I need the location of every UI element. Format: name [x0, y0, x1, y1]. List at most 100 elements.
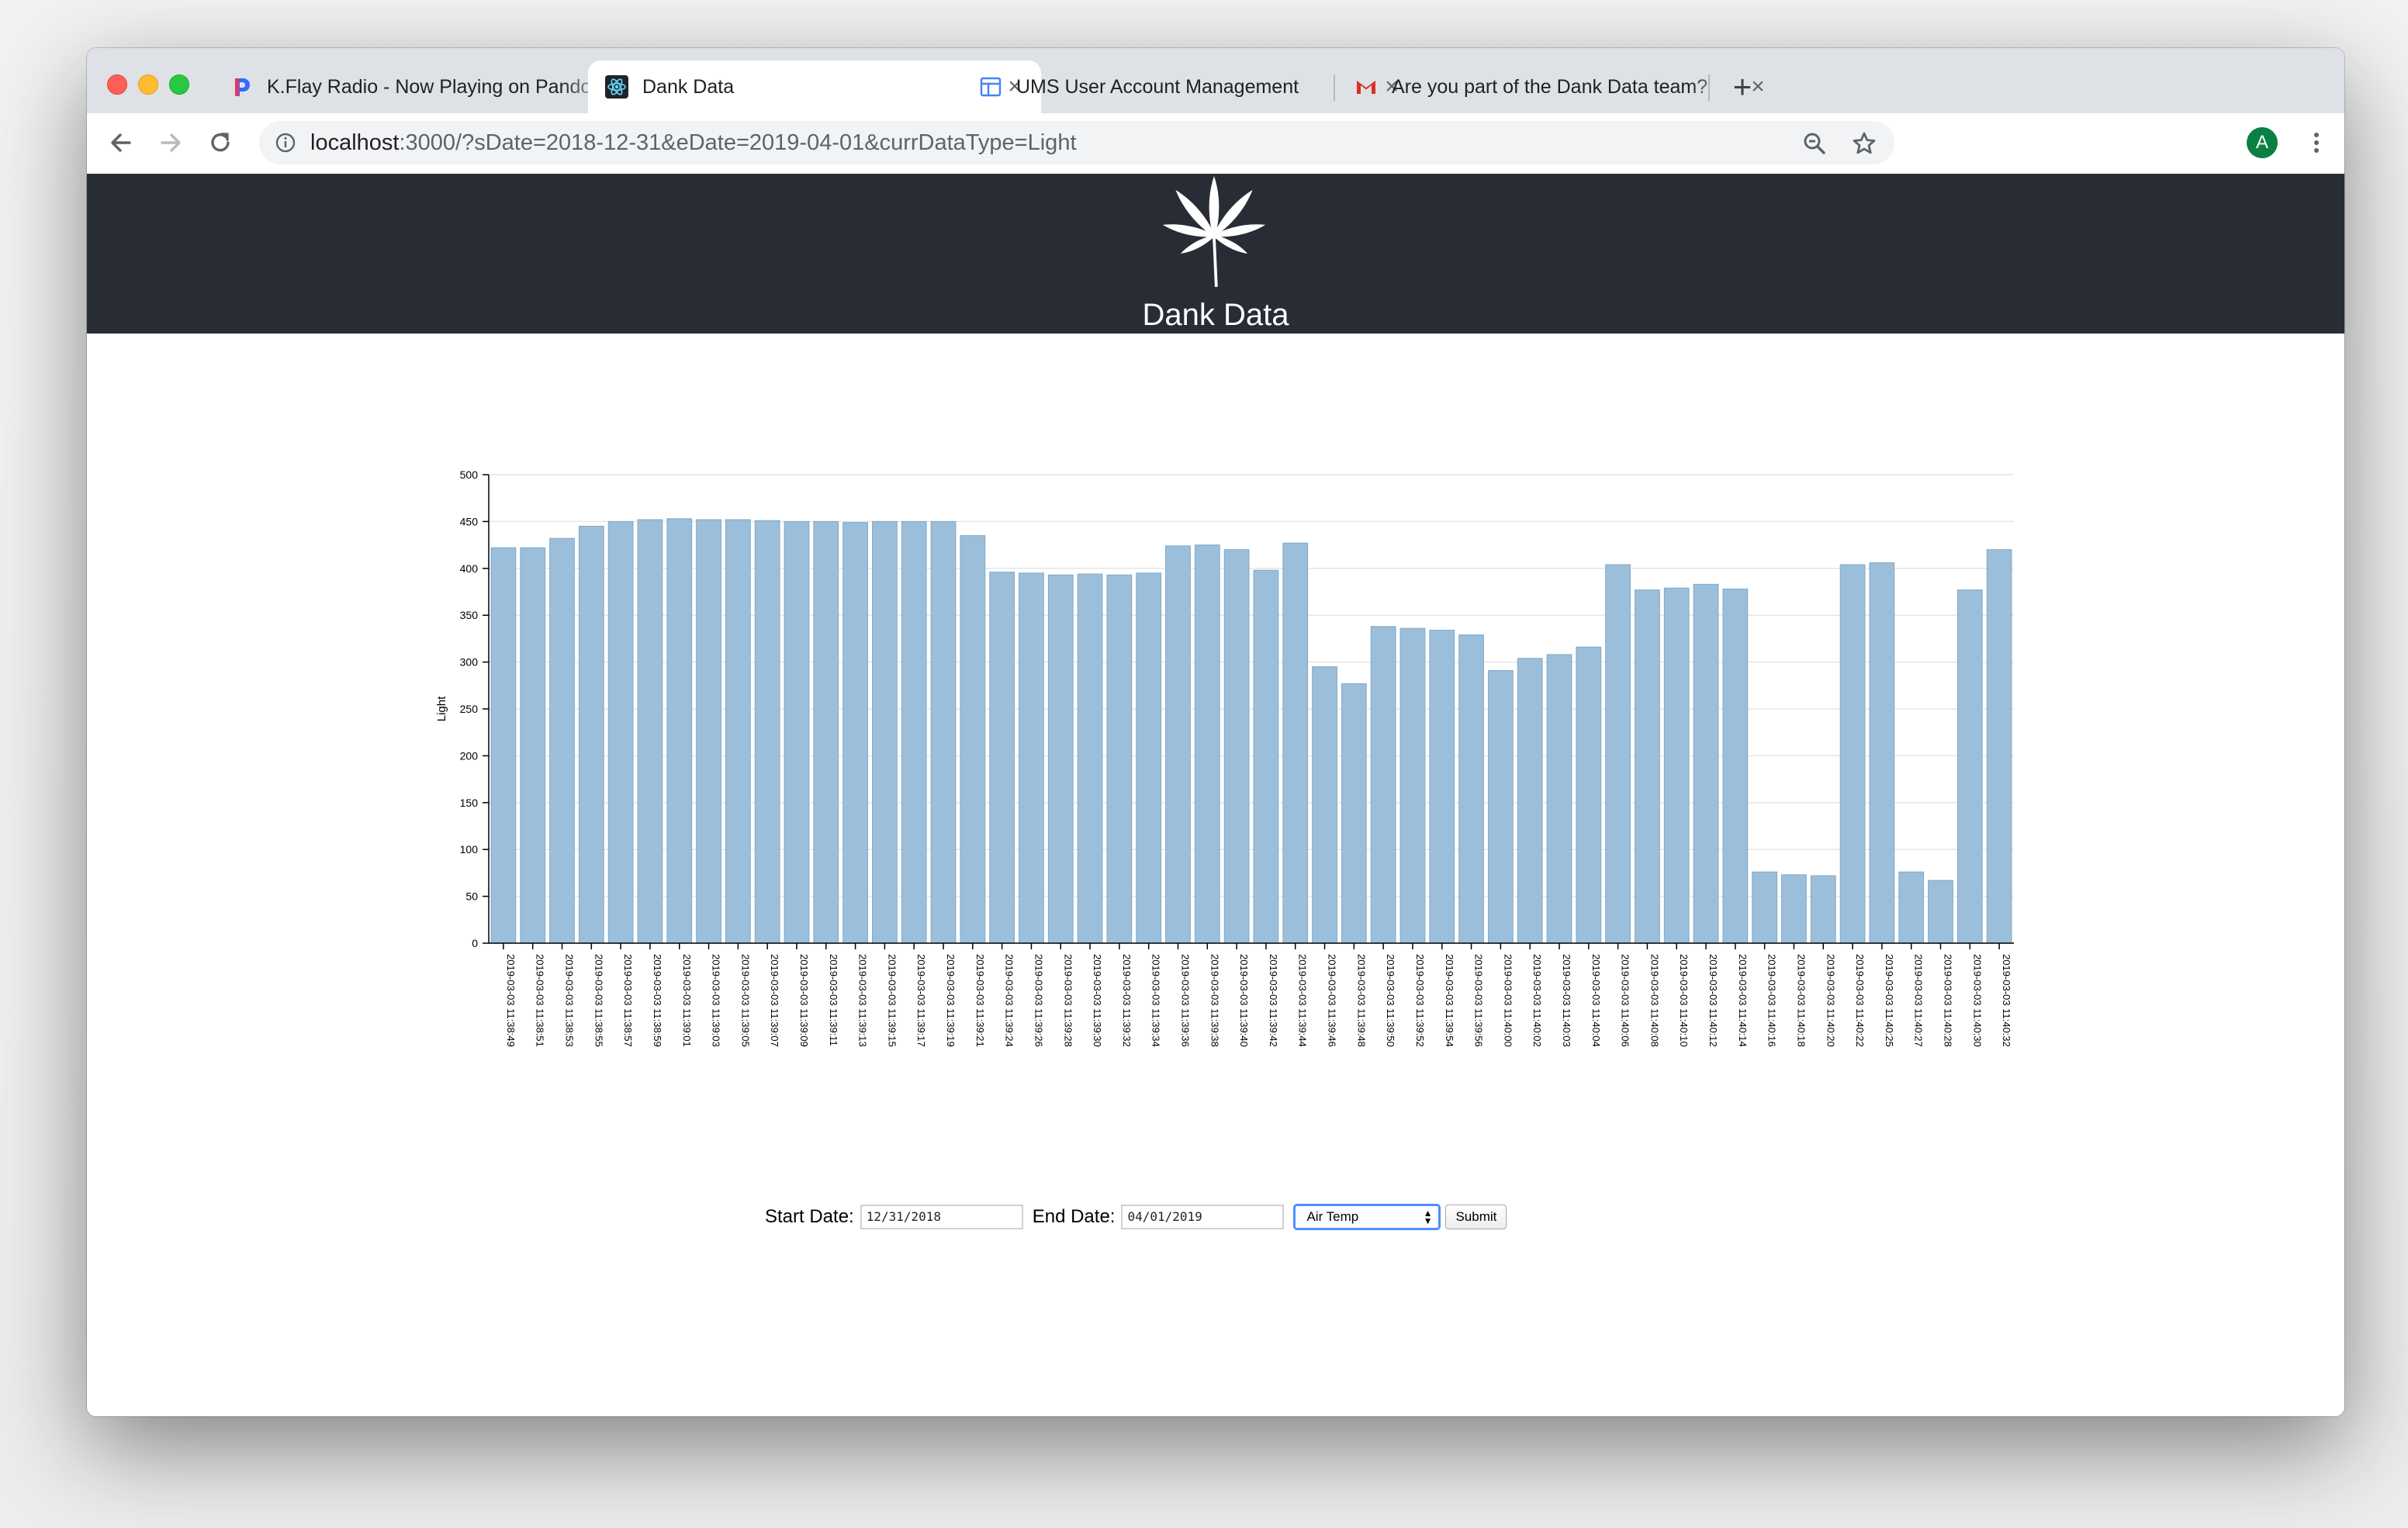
tab-pandora[interactable]: K.Flay Radio - Now Playing on Pandora ×: [214, 60, 656, 113]
y-axis-label: Light: [435, 696, 448, 721]
chart-bar: [1399, 627, 1426, 944]
close-tab-icon[interactable]: ×: [1008, 74, 1022, 99]
chart-bar: [637, 519, 663, 944]
chart-bar: [1956, 589, 1983, 944]
chart-bar: [1546, 654, 1572, 944]
x-tick-label: 2019-03-03 11:39:03: [711, 954, 722, 1047]
extension-gray-icon[interactable]: [2171, 130, 2195, 155]
chart-bar: [1752, 871, 1778, 944]
adblock-plus-icon[interactable]: ABP: [1974, 137, 1995, 148]
x-tick-label: 2019-03-03 11:39:48: [1355, 954, 1367, 1047]
x-tick-label: 2019-03-03 11:40:04: [1590, 954, 1602, 1047]
data-type-select[interactable]: Air Temp ▲ ▼: [1293, 1204, 1441, 1230]
chart-bar: [520, 547, 546, 944]
y-tick-label: 500: [460, 468, 479, 481]
tab-title: UMS User Account Management: [1016, 75, 1299, 98]
close-tab-icon[interactable]: ×: [1751, 74, 1765, 99]
reload-button[interactable]: [202, 124, 239, 161]
chart-bar: [930, 520, 957, 944]
chart-bar: [901, 520, 927, 944]
x-tick-label: 2019-03-03 11:39:30: [1092, 954, 1103, 1047]
arrow-left-icon: [111, 133, 131, 152]
x-tick-label: 2019-03-03 11:40:10: [1678, 954, 1690, 1047]
chart-bar: [1253, 569, 1279, 944]
chart-bar: [725, 519, 751, 944]
forward-button[interactable]: [152, 124, 189, 161]
end-date-input[interactable]: 04/01/2019: [1121, 1205, 1285, 1229]
chart-bar: [1165, 545, 1191, 944]
chart-bar: [1487, 669, 1514, 944]
x-tick-label: 2019-03-03 11:40:25: [1884, 954, 1895, 1047]
address-bar[interactable]: localhost:3000/?sDate=2018-12-31&eDate=2…: [259, 121, 1894, 164]
window-close-button[interactable]: [107, 74, 127, 95]
y-tick-label: 200: [460, 749, 479, 762]
extension-grammar-icon[interactable]: G: [1929, 135, 1940, 150]
info-icon[interactable]: [275, 132, 296, 154]
tab-gmail[interactable]: Are you part of the Dank Data team? ×: [1339, 60, 1784, 113]
profile-avatar[interactable]: A: [2247, 127, 2278, 158]
start-date-input[interactable]: 12/31/2018: [860, 1205, 1023, 1229]
x-tick-label: 2019-03-03 11:40:00: [1502, 954, 1514, 1047]
x-tick-label: 2019-03-03 11:39:54: [1444, 954, 1455, 1047]
more-menu-icon[interactable]: [2301, 127, 2332, 158]
window-zoom-button[interactable]: [169, 74, 189, 95]
browser-window: K.Flay Radio - Now Playing on Pandora × …: [87, 48, 2344, 1416]
chart-bar: [989, 572, 1015, 944]
x-tick-label: 2019-03-03 11:40:03: [1561, 954, 1572, 1047]
x-tick-label: 2019-03-03 11:39:34: [1150, 954, 1162, 1047]
x-tick-label: 2019-03-03 11:39:50: [1385, 954, 1396, 1047]
x-tick-label: 2019-03-03 11:39:24: [1004, 954, 1015, 1047]
chart-bar: [1047, 574, 1074, 944]
close-tab-icon[interactable]: ×: [1385, 74, 1399, 99]
chart-bar: [1106, 574, 1133, 944]
x-tick-label: 2019-03-03 11:38:57: [622, 954, 634, 1047]
x-tick-label: 2019-03-03 11:39:07: [769, 954, 780, 1047]
x-tick-label: 2019-03-03 11:39:56: [1473, 954, 1485, 1047]
y-tick-label: 300: [460, 656, 479, 669]
x-tick-label: 2019-03-03 11:39:19: [945, 954, 957, 1047]
arrow-right-icon: [161, 133, 181, 152]
chart-bar: [1370, 626, 1396, 944]
x-tick-label: 2019-03-03 11:40:14: [1737, 954, 1749, 1047]
grammarly-icon[interactable]: G: [2078, 135, 2089, 150]
x-tick-label: 2019-03-03 11:39:05: [739, 954, 751, 1047]
chart-bar: [549, 538, 575, 944]
chart-bar: [1810, 875, 1836, 944]
submit-button[interactable]: Submit: [1445, 1205, 1507, 1229]
x-tick-label: 2019-03-03 11:40:06: [1620, 954, 1631, 1047]
x-tick-label: 2019-03-03 11:40:18: [1795, 954, 1807, 1047]
back-button[interactable]: [102, 124, 140, 161]
chart-bar: [1282, 542, 1309, 944]
x-tick-label: 2019-03-03 11:40:28: [1942, 954, 1953, 1047]
x-tick-label: 2019-03-03 11:39:15: [886, 954, 898, 1047]
extension-red-icon[interactable]: ···: [2029, 137, 2040, 149]
x-tick-label: 2019-03-03 11:40:22: [1854, 954, 1866, 1047]
chart-bar: [1605, 564, 1631, 944]
zoom-out-icon[interactable]: [1801, 130, 1828, 157]
y-tick-label: 350: [460, 609, 479, 621]
x-tick-label: 2019-03-03 11:40:02: [1531, 954, 1543, 1047]
light-bar-chart: 0 50 100 150 200 250 300 350 400 450 500 Light 2019-…: [435, 468, 2014, 1047]
select-arrows-icon: ▲ ▼: [1423, 1208, 1433, 1226]
tab-title: K.Flay Radio - Now Playing on Pandora: [267, 75, 609, 98]
new-tab-icon[interactable]: +: [1732, 68, 1752, 105]
x-tick-label: 2019-03-03 11:39:40: [1238, 954, 1250, 1047]
tab-separator: [1334, 74, 1335, 101]
tab-ums[interactable]: UMS User Account Management ×: [964, 60, 1418, 113]
url-text[interactable]: localhost:3000/?sDate=2018-12-31&eDate=2…: [310, 121, 1077, 164]
chart-bar: [1928, 880, 1953, 944]
pandora-icon: [235, 78, 250, 96]
data-type-selected-value: Air Temp: [1306, 1209, 1359, 1224]
x-tick-label: 2019-03-03 11:38:55: [593, 954, 604, 1047]
start-date-label: Start Date:: [765, 1206, 854, 1227]
x-tick-label: 2019-03-03 11:39:32: [1121, 954, 1133, 1047]
chart-bar: [813, 520, 839, 944]
extension-plant-icon[interactable]: [2121, 130, 2146, 155]
chart-bar: [607, 520, 634, 944]
window-minimize-button[interactable]: [138, 74, 158, 95]
chart-bars: [490, 518, 2012, 944]
chart-bar: [1781, 874, 1807, 944]
cannabis-leaf-logo: [1162, 175, 1266, 287]
tab-dank-data[interactable]: Dank Data ×: [588, 60, 1041, 113]
bookmark-star-icon[interactable]: [1851, 130, 1877, 157]
